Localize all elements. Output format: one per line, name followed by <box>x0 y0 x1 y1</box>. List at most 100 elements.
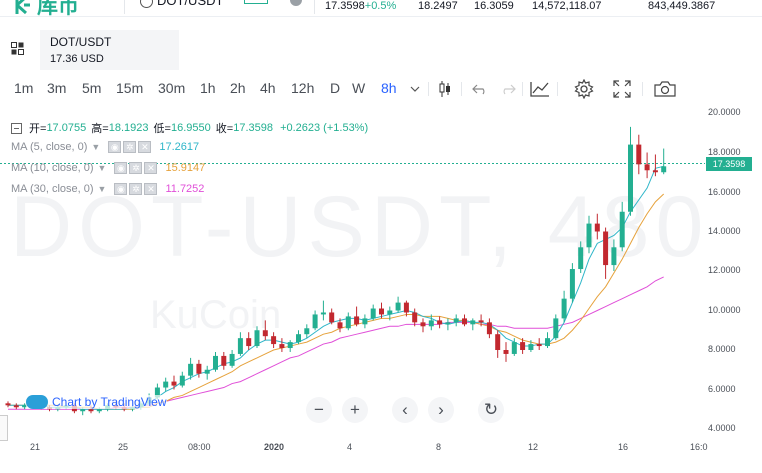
candle-body[interactable] <box>196 363 202 374</box>
candle-body[interactable] <box>495 334 501 350</box>
tf-w[interactable]: W <box>352 80 366 96</box>
redo-icon[interactable] <box>497 78 519 100</box>
tf-12h[interactable]: 12h <box>291 80 315 96</box>
camera-icon[interactable] <box>654 78 676 100</box>
close-icon[interactable]: ✕ <box>138 141 152 153</box>
chevron-down-icon[interactable] <box>404 78 426 100</box>
symbol-card[interactable]: DOT/USDT 17.36 USD <box>40 30 179 70</box>
candle-body[interactable] <box>163 381 169 388</box>
tf-1h[interactable]: 1h <box>200 80 216 96</box>
tf-15m[interactable]: 15m <box>116 80 144 96</box>
close-icon[interactable]: ✕ <box>144 162 158 174</box>
candle-body[interactable] <box>296 334 301 343</box>
candle-body[interactable] <box>204 369 210 374</box>
candle-body[interactable] <box>437 320 443 325</box>
tf-d[interactable]: D <box>330 80 341 96</box>
candle-body[interactable] <box>229 353 235 366</box>
candle-body[interactable] <box>237 338 243 354</box>
tf-4h[interactable]: 4h <box>260 80 276 96</box>
candle-body[interactable] <box>603 231 609 266</box>
ma30-legend[interactable]: MA (30, close, 0) ▼ ◉ ✲ ✕ 11.7252 <box>11 183 204 195</box>
indicators-icon[interactable] <box>529 78 551 100</box>
candle-body[interactable] <box>403 302 409 313</box>
candle-body[interactable] <box>345 316 351 329</box>
price-chart[interactable] <box>0 103 762 473</box>
candle-body[interactable] <box>470 320 476 325</box>
candle-body[interactable] <box>320 312 326 315</box>
tf-8h[interactable]: 8h <box>381 80 397 96</box>
candle-body[interactable] <box>304 328 310 335</box>
candle-body[interactable] <box>312 314 318 329</box>
candle-body[interactable] <box>652 170 658 173</box>
candle-body[interactable] <box>594 223 600 232</box>
candle-body[interactable] <box>171 381 177 386</box>
settings-gear-icon[interactable]: ✲ <box>129 183 143 195</box>
candle-body[interactable] <box>636 144 642 165</box>
candle-body[interactable] <box>179 375 185 386</box>
candle-body[interactable] <box>453 318 459 323</box>
candle-body[interactable] <box>628 144 633 212</box>
candle-body[interactable] <box>337 322 343 329</box>
zoom-out-button[interactable]: − <box>306 397 332 423</box>
candle-body[interactable] <box>478 320 484 323</box>
candle-body[interactable] <box>644 164 650 171</box>
candle-body[interactable] <box>462 318 467 325</box>
candle-body[interactable] <box>553 318 559 339</box>
settings-gear-icon[interactable]: ✲ <box>123 141 137 153</box>
scroll-handle[interactable] <box>0 415 8 441</box>
candle-body[interactable] <box>428 320 434 327</box>
tf-5m[interactable]: 5m <box>82 80 102 96</box>
chart-area[interactable]: DOT-USDT, 480 KuCoin 开= 17.0755 高= 18.1923… <box>0 103 762 473</box>
candle-body[interactable] <box>661 166 667 173</box>
tf-3m[interactable]: 3m <box>47 80 67 96</box>
candle-body[interactable] <box>520 342 526 350</box>
grid-layout-icon[interactable] <box>11 42 24 55</box>
candle-body[interactable] <box>511 342 517 354</box>
candlestick-icon[interactable] <box>434 78 456 100</box>
candle-body[interactable] <box>370 308 376 319</box>
candle-body[interactable] <box>611 247 617 266</box>
tradingview-attribution[interactable]: Chart by TradingView <box>26 395 167 409</box>
eye-icon[interactable]: ◉ <box>108 141 122 153</box>
tf-2h[interactable]: 2h <box>230 80 246 96</box>
candle-body[interactable] <box>154 387 160 398</box>
candle-body[interactable] <box>379 308 384 315</box>
candle-body[interactable] <box>5 403 11 406</box>
candle-body[interactable] <box>354 316 360 325</box>
candle-body[interactable] <box>13 405 19 408</box>
ma10-legend[interactable]: MA (10, close, 0) ▼ ◉ ✲ ✕ 15.9147 <box>11 162 205 174</box>
caret-down-icon[interactable]: ▼ <box>97 184 107 194</box>
caret-down-icon[interactable]: ▼ <box>97 163 107 173</box>
candle-body[interactable] <box>412 312 418 323</box>
candle-body[interactable] <box>287 342 293 349</box>
candle-body[interactable] <box>279 344 285 349</box>
tf-1m[interactable]: 1m <box>14 80 34 96</box>
candle-body[interactable] <box>88 409 94 412</box>
help-icon[interactable] <box>290 0 302 6</box>
candle-body[interactable] <box>503 350 509 354</box>
candle-body[interactable] <box>254 330 260 347</box>
candle-body[interactable] <box>528 344 534 350</box>
candle-body[interactable] <box>80 409 86 412</box>
candle-body[interactable] <box>536 344 542 347</box>
reset-chart-button[interactable]: ↻ <box>478 397 504 423</box>
collapse-legend-icon[interactable] <box>11 122 22 134</box>
candle-body[interactable] <box>213 355 218 370</box>
candle-body[interactable] <box>569 269 575 299</box>
settings-gear-icon[interactable] <box>573 78 595 100</box>
candle-body[interactable] <box>271 336 277 345</box>
kucoin-logo[interactable]: 库币 <box>14 0 79 16</box>
close-icon[interactable]: ✕ <box>144 183 158 195</box>
candle-body[interactable] <box>586 223 592 248</box>
candle-body[interactable] <box>578 247 584 270</box>
zoom-in-button[interactable]: + <box>342 397 368 423</box>
settings-gear-icon[interactable]: ✲ <box>129 162 143 174</box>
fullscreen-icon[interactable] <box>611 78 633 100</box>
candle-body[interactable] <box>395 302 401 311</box>
candle-body[interactable] <box>221 355 227 366</box>
scroll-left-button[interactable]: ‹ <box>392 397 418 423</box>
caret-down-icon[interactable]: ▼ <box>91 142 101 152</box>
ma5-legend[interactable]: MA (5, close, 0) ▼ ◉ ✲ ✕ 17.2617 <box>11 141 199 153</box>
candle-body[interactable] <box>420 322 426 327</box>
candle-body[interactable] <box>329 312 335 323</box>
